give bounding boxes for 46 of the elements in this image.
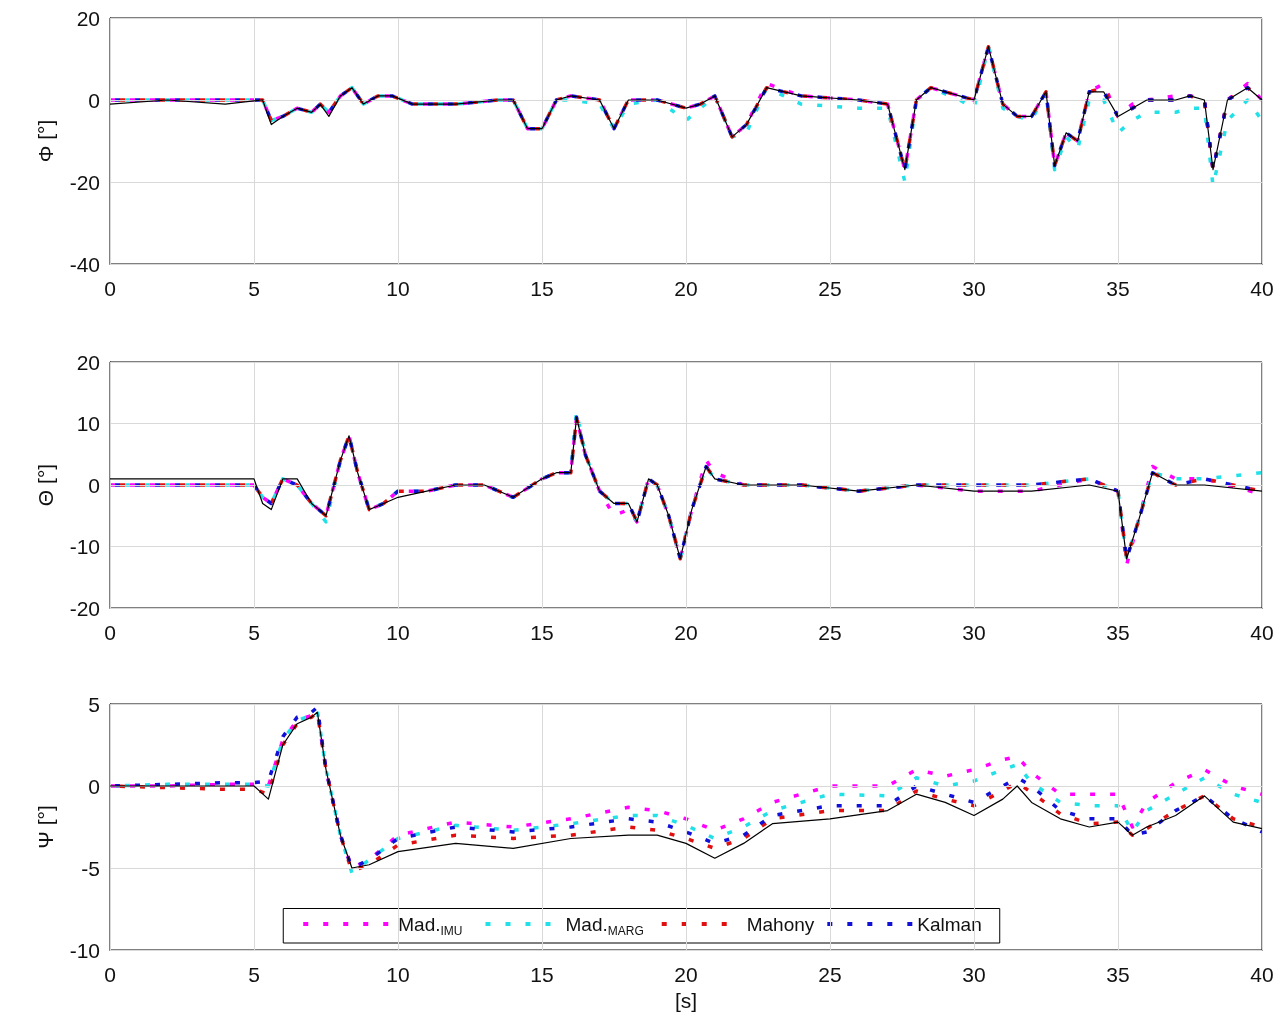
y-tick-label: -10 — [69, 535, 100, 558]
x-tick-label: 25 — [818, 621, 842, 644]
x-tick-label: 25 — [818, 277, 842, 300]
y-axis-title: Ψ [°] — [34, 805, 57, 849]
x-tick-label: 40 — [1250, 621, 1274, 644]
legend-label: Mahony — [746, 913, 815, 935]
y-tick-label: -5 — [81, 856, 100, 880]
y-axis-title: Φ [°] — [34, 119, 57, 163]
legend-label: Kalman — [917, 913, 982, 935]
x-tick-label: 35 — [1106, 277, 1130, 300]
y-tick-label: 20 — [76, 6, 100, 30]
y-tick-label: 0 — [88, 473, 100, 497]
y-tick-label: 0 — [88, 774, 100, 798]
x-axis-title: [s] — [674, 988, 698, 1012]
x-tick-label: 30 — [962, 963, 986, 986]
y-tick-label: 5 — [88, 692, 100, 716]
y-tick-label: -40 — [69, 252, 100, 276]
x-tick-label: 15 — [530, 963, 554, 986]
x-tick-label: 30 — [962, 621, 986, 644]
y-tick-label: 10 — [76, 412, 100, 435]
y-tick-label: -20 — [69, 170, 100, 194]
x-tick-label: 0 — [104, 621, 116, 644]
x-tick-label: 40 — [1250, 277, 1274, 300]
y-tick-label: 20 — [76, 350, 100, 374]
x-tick-label: 5 — [248, 963, 260, 986]
x-tick-label: 15 — [530, 621, 554, 644]
x-tick-label: 25 — [818, 963, 842, 986]
x-tick-label: 20 — [674, 963, 698, 986]
x-tick-label: 10 — [386, 621, 410, 644]
x-tick-label: 5 — [248, 277, 260, 300]
x-tick-label: 15 — [530, 277, 554, 300]
x-tick-label: 20 — [674, 621, 698, 644]
x-tick-label: 35 — [1106, 621, 1130, 644]
x-tick-label: 10 — [386, 277, 410, 300]
x-tick-label: 35 — [1106, 963, 1130, 986]
y-tick-label: 0 — [88, 88, 100, 112]
x-tick-label: 10 — [386, 963, 410, 986]
x-tick-label: 0 — [104, 277, 116, 300]
x-tick-label: 5 — [248, 621, 260, 644]
x-tick-label: 30 — [962, 277, 986, 300]
x-tick-label: 0 — [104, 963, 116, 986]
x-tick-label: 20 — [674, 277, 698, 300]
x-tick-label: 40 — [1250, 963, 1274, 986]
y-tick-label: -20 — [69, 596, 100, 620]
y-tick-label: -10 — [69, 938, 100, 962]
y-axis-title: Θ [°] — [34, 463, 57, 507]
